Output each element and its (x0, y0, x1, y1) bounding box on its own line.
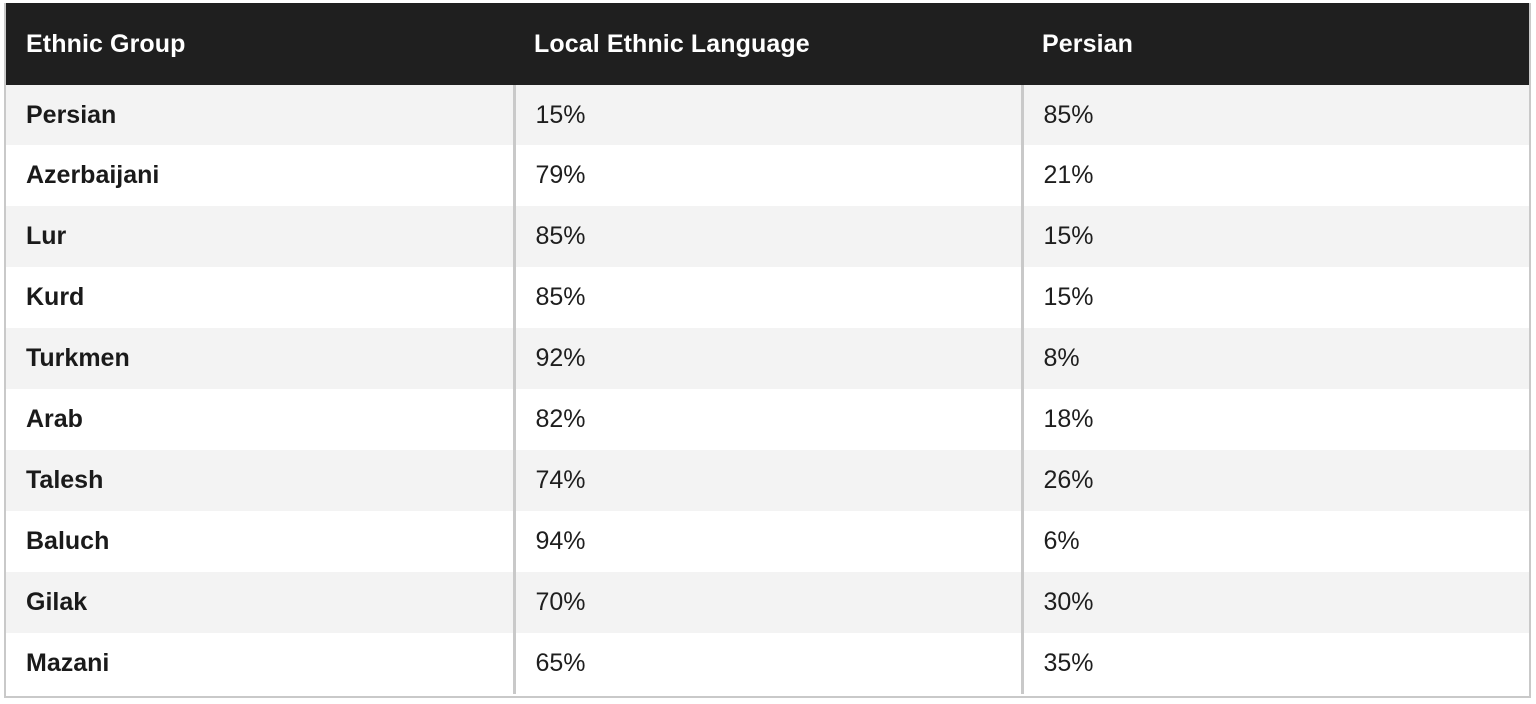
cell-ethnic-group: Baluch (6, 511, 514, 572)
table-row: Mazani 65% 35% (6, 633, 1529, 694)
cell-local-language-pct: 85% (512, 267, 1022, 328)
header-local-ethnic-language: Local Ethnic Language (514, 3, 1022, 85)
table-row: Arab 82% 18% (6, 389, 1529, 450)
cell-persian-pct: 15% (1020, 267, 1529, 328)
table-row: Turkmen 92% 8% (6, 328, 1529, 389)
cell-local-language-pct: 65% (512, 633, 1022, 694)
cell-ethnic-group: Turkmen (6, 328, 514, 389)
language-table: Ethnic Group Local Ethnic Language Persi… (6, 3, 1529, 694)
cell-persian-pct: 21% (1020, 145, 1529, 206)
cell-ethnic-group: Gilak (6, 572, 514, 633)
cell-local-language-pct: 70% (512, 572, 1022, 633)
cell-local-language-pct: 82% (512, 389, 1022, 450)
table-body: Persian 15% 85% Azerbaijani 79% 21% Lur … (6, 85, 1529, 694)
cell-persian-pct: 26% (1020, 450, 1529, 511)
cell-persian-pct: 30% (1020, 572, 1529, 633)
cell-ethnic-group: Persian (6, 85, 514, 145)
table-row: Talesh 74% 26% (6, 450, 1529, 511)
cell-local-language-pct: 74% (512, 450, 1022, 511)
table-row: Azerbaijani 79% 21% (6, 145, 1529, 206)
cell-persian-pct: 8% (1020, 328, 1529, 389)
table-row: Kurd 85% 15% (6, 267, 1529, 328)
cell-persian-pct: 6% (1020, 511, 1529, 572)
table-header: Ethnic Group Local Ethnic Language Persi… (6, 3, 1529, 85)
cell-local-language-pct: 94% (512, 511, 1022, 572)
cell-local-language-pct: 92% (512, 328, 1022, 389)
cell-persian-pct: 18% (1020, 389, 1529, 450)
cell-ethnic-group: Mazani (6, 633, 514, 694)
table-row: Lur 85% 15% (6, 206, 1529, 267)
cell-ethnic-group: Talesh (6, 450, 514, 511)
cell-persian-pct: 35% (1020, 633, 1529, 694)
cell-ethnic-group: Kurd (6, 267, 514, 328)
cell-local-language-pct: 79% (512, 145, 1022, 206)
cell-local-language-pct: 85% (512, 206, 1022, 267)
cell-ethnic-group: Lur (6, 206, 514, 267)
cell-persian-pct: 15% (1020, 206, 1529, 267)
language-table-container: Ethnic Group Local Ethnic Language Persi… (4, 3, 1531, 698)
header-ethnic-group: Ethnic Group (6, 3, 514, 85)
cell-ethnic-group: Azerbaijani (6, 145, 514, 206)
table-row: Persian 15% 85% (6, 85, 1529, 145)
table-row: Baluch 94% 6% (6, 511, 1529, 572)
cell-local-language-pct: 15% (512, 85, 1022, 145)
header-row: Ethnic Group Local Ethnic Language Persi… (6, 3, 1529, 85)
cell-ethnic-group: Arab (6, 389, 514, 450)
header-persian: Persian (1022, 3, 1529, 85)
cell-persian-pct: 85% (1020, 85, 1529, 145)
table-row: Gilak 70% 30% (6, 572, 1529, 633)
